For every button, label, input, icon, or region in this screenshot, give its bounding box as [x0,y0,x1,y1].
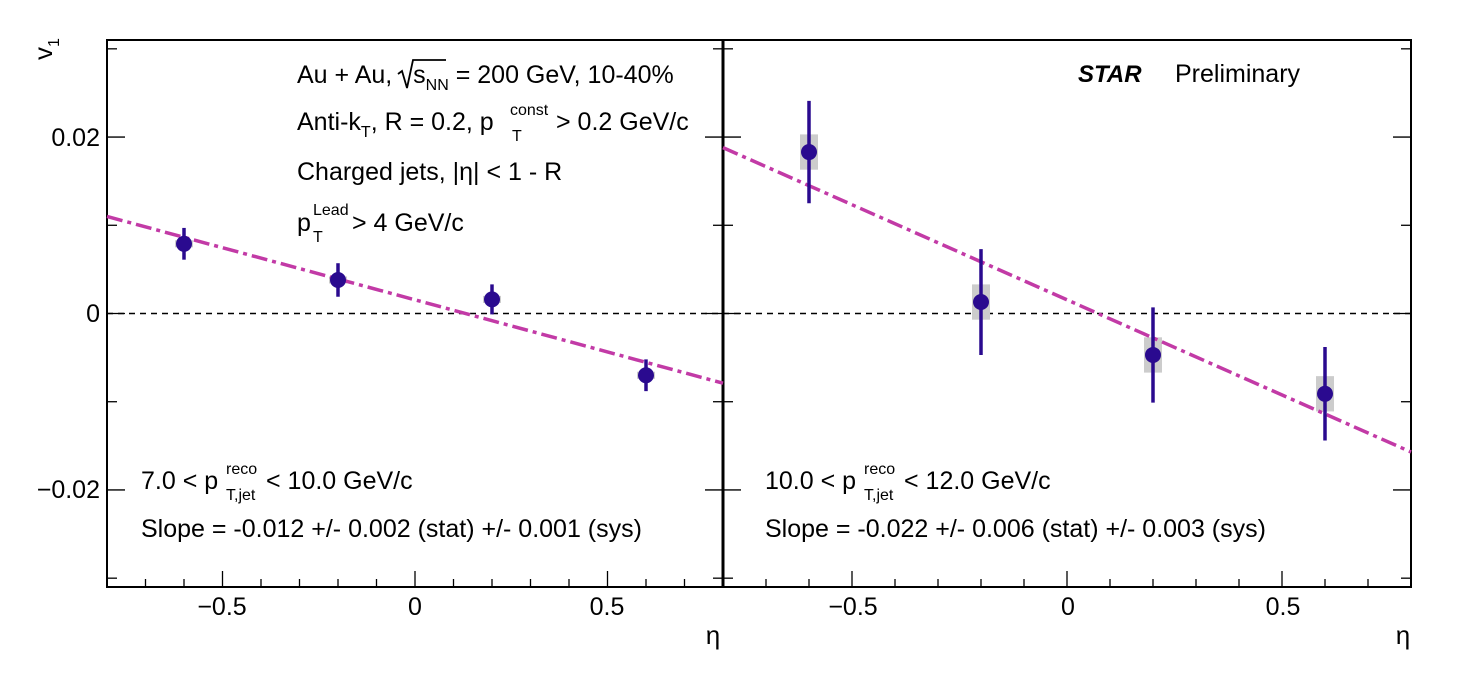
x-tick-label: −0.5 [197,593,246,621]
collision-system-label: Au + Au, sNN = 200 GeV, 10-40% [297,61,674,94]
y-tick-label: 0 [86,300,100,328]
right-data-point [973,294,989,311]
x-tick-label: 0.5 [1266,593,1301,621]
right-plot-area [722,100,1412,454]
right-range-sup: reco [864,461,895,478]
pt-subscript: T [512,128,522,145]
experiment-label: STAR [1078,61,1142,88]
right-fit-line [722,146,1412,454]
y-tick-label: −0.02 [37,476,100,504]
constituent-cut-label: > 0.2 GeV/c [556,108,689,136]
left-data-point [638,367,654,384]
left-data-point [484,291,500,308]
left-plot-area [106,214,724,392]
x-tick-label: −0.5 [828,593,877,621]
const-superscript: const [510,102,549,119]
lead-superscript: Lead [313,202,349,219]
y-axis-label: v1 [28,38,63,60]
left-data-point [176,235,192,252]
left-slope-label: Slope = -0.012 +/- 0.002 (stat) +/- 0.00… [141,515,642,543]
leading-pt-label: p [297,209,311,237]
svg-text:v1: v1 [28,38,63,60]
right-data-point [1317,385,1333,402]
x-tick-label: 0 [1061,593,1075,621]
left-fit-line [106,214,724,385]
right-range-sub: T,jet [864,487,894,504]
left-data-point [330,271,346,288]
sqrt-symbol [397,59,446,89]
right-range-upper: < 12.0 GeV/c [904,467,1051,495]
left-range-sub: T,jet [226,487,256,504]
right-data-point [1145,346,1161,363]
right-range-label: 10.0 < p [765,467,856,495]
right-data-point [801,144,817,161]
leading-cut-label: > 4 GeV/c [352,209,464,237]
right-slope-label: Slope = -0.022 +/- 0.006 (stat) +/- 0.00… [765,515,1266,543]
x-axis-label: η [1396,620,1410,650]
lead-subscript: T [313,229,323,246]
jet-algorithm-label: Anti-kT, R = 0.2, p [297,108,494,141]
left-range-label: 7.0 < p [141,467,218,495]
preliminary-label: Preliminary [1175,60,1301,88]
left-range-upper: < 10.0 GeV/c [266,467,413,495]
y-tick-label: 0.02 [51,124,100,152]
x-axis-label: η [706,620,720,650]
charged-jets-label: Charged jets, |η| < 1 - R [297,158,562,186]
left-range-sup: reco [226,461,257,478]
axis-ticks [107,48,1411,587]
x-tick-label: 0.5 [590,593,625,621]
x-tick-label: 0 [408,593,422,621]
